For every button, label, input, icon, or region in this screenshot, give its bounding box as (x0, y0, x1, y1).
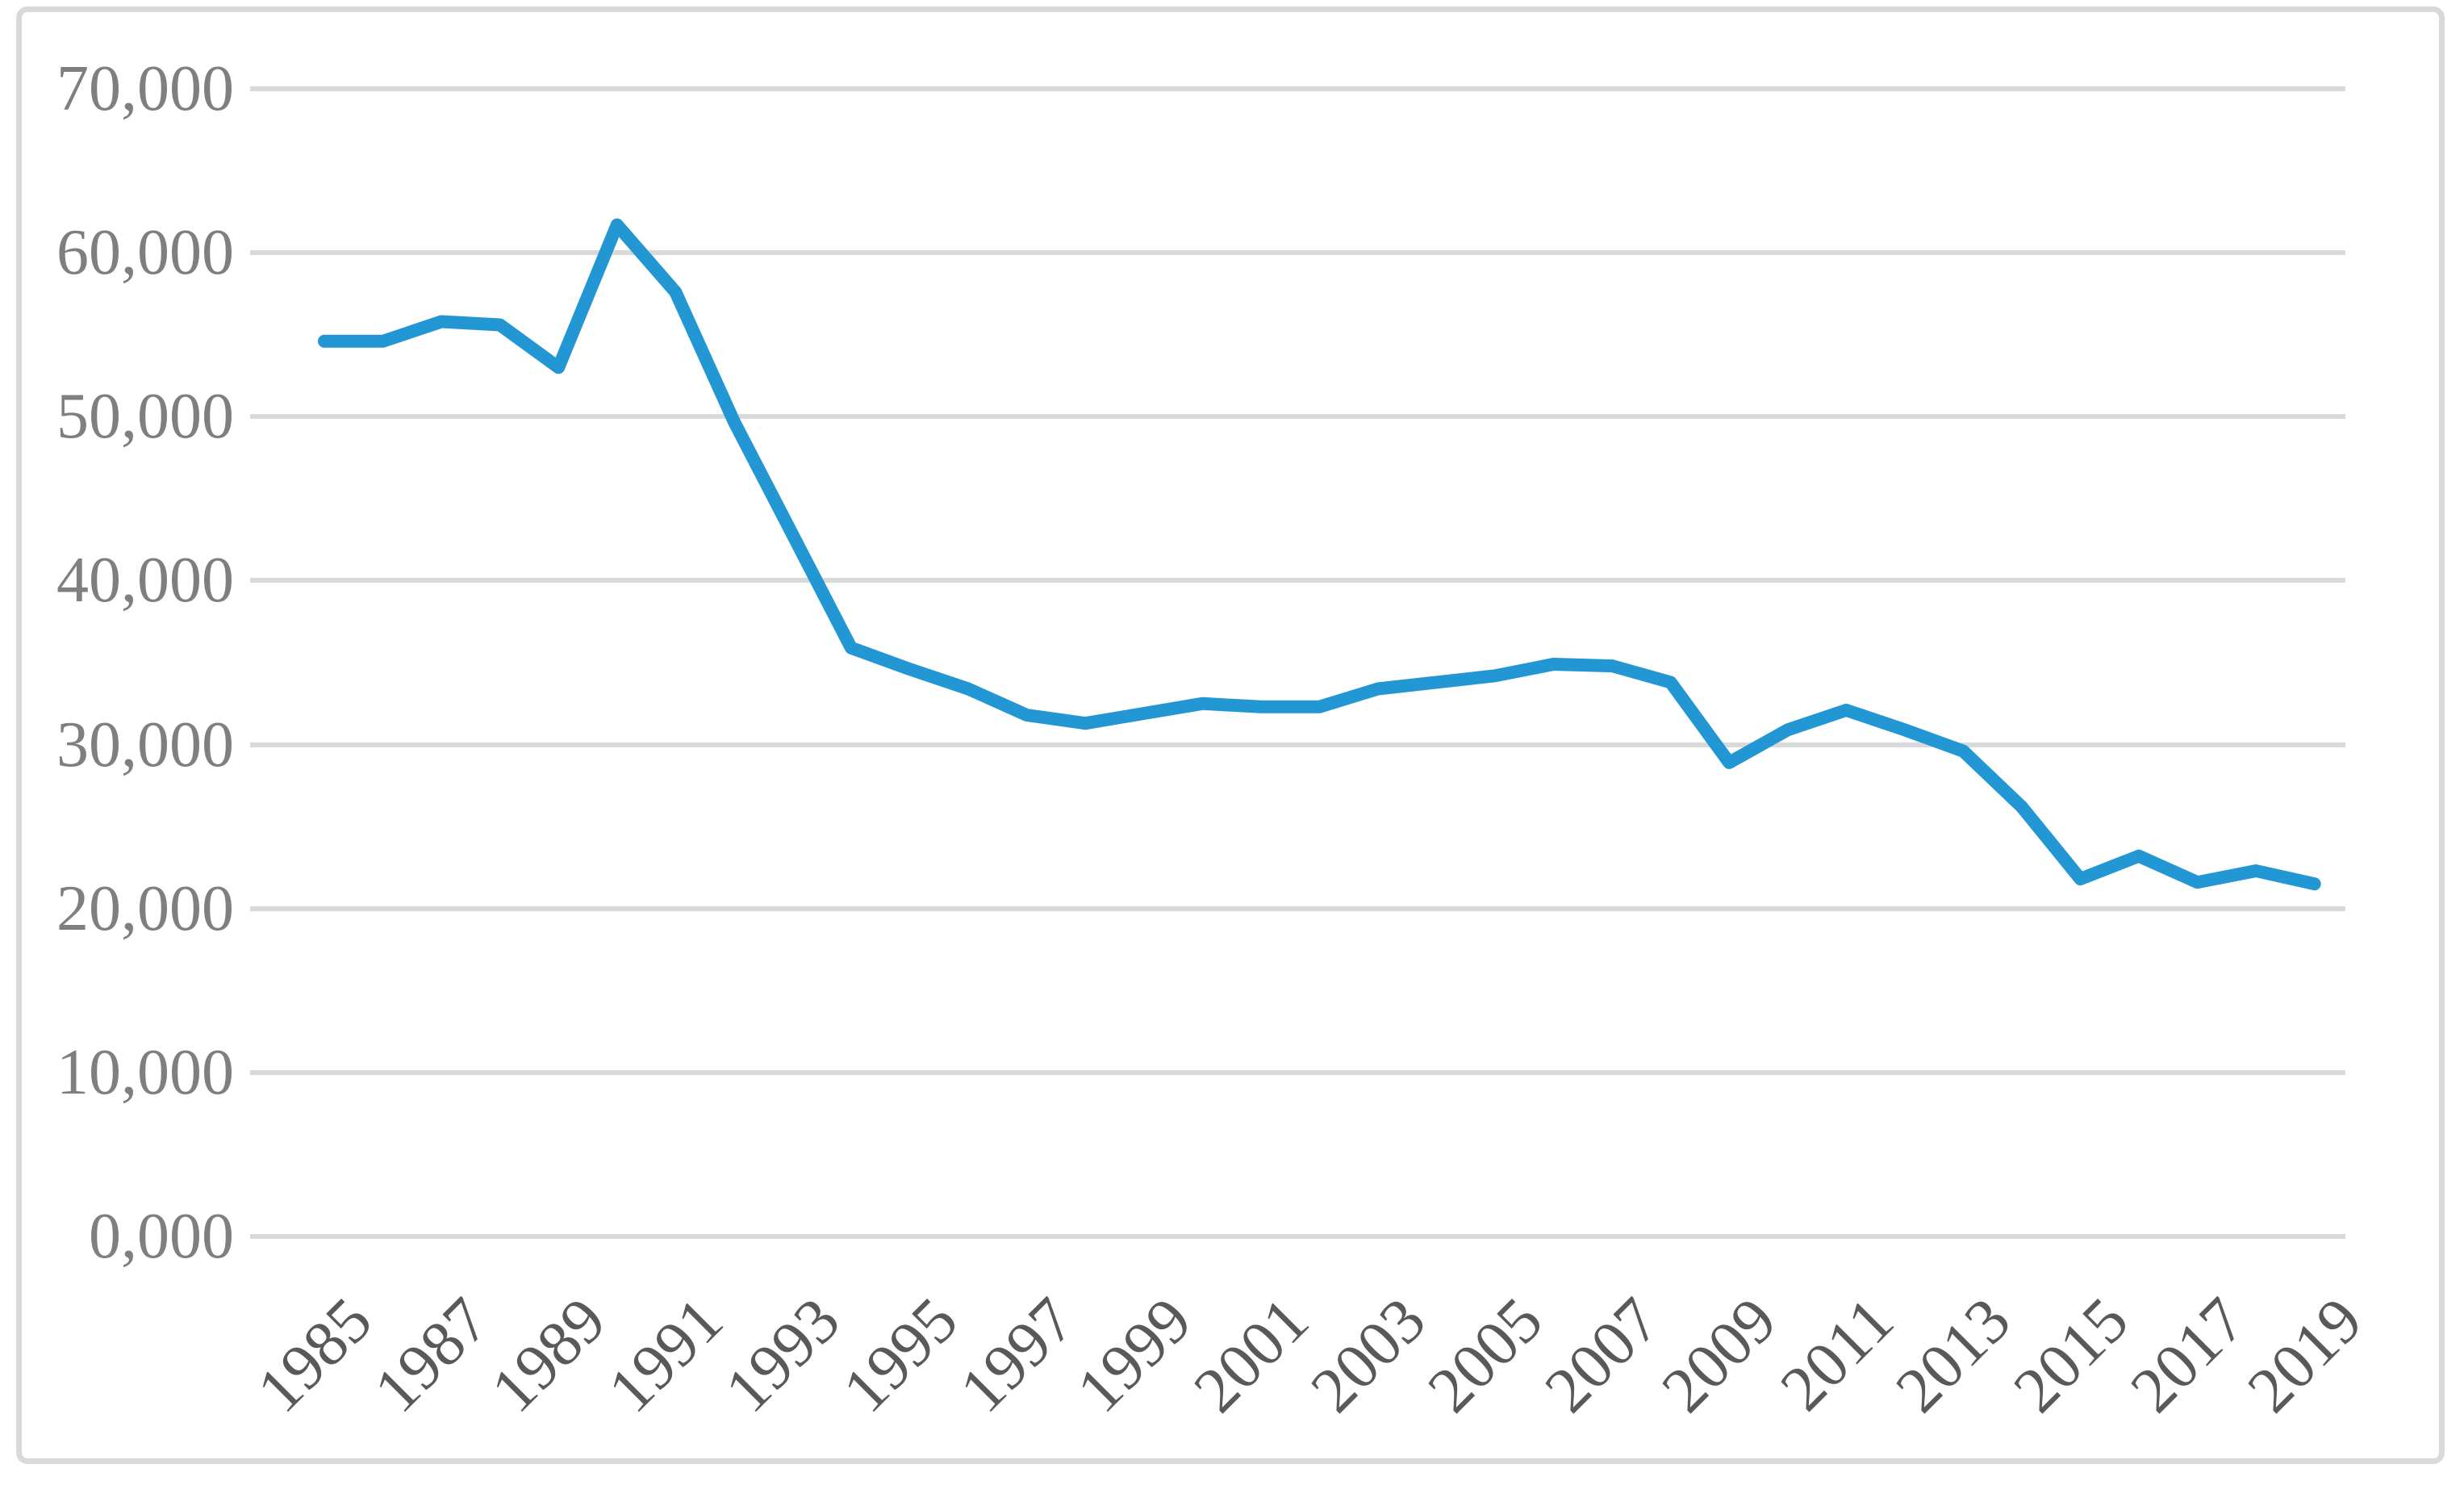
gridline (250, 906, 2345, 911)
gridline (250, 578, 2345, 584)
gridline (250, 414, 2345, 420)
y-tick-label: 30,000 (56, 709, 234, 780)
trend-line (318, 218, 2321, 891)
y-tick-label: 70,000 (56, 53, 234, 124)
y-tick-label: 50,000 (56, 381, 234, 453)
gridline (250, 86, 2345, 91)
y-tick-label: 40,000 (56, 545, 234, 617)
gridline (250, 742, 2345, 747)
y-tick-label: 20,000 (56, 872, 234, 944)
chart-border (16, 6, 2445, 1464)
gridline (250, 250, 2345, 256)
y-tick-label: 10,000 (56, 1036, 234, 1108)
y-tick-label: 0,000 (89, 1201, 234, 1272)
gridline (250, 1069, 2345, 1075)
gridline (250, 1234, 2345, 1239)
y-tick-label: 60,000 (56, 217, 234, 289)
